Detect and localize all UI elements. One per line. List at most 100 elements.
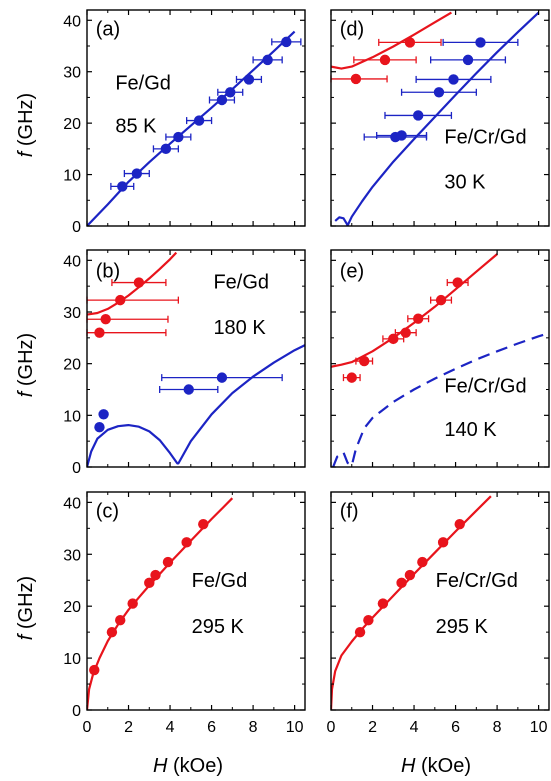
data-point-blue <box>193 115 205 126</box>
data-point-red <box>437 537 449 548</box>
data-point-blue <box>243 74 255 85</box>
data-point-red <box>435 294 447 306</box>
y-tick-label: 40 <box>63 253 81 270</box>
data-point-blue <box>462 54 474 66</box>
data-point-red <box>400 327 411 338</box>
data-point-red <box>354 626 366 638</box>
data-point-blue <box>160 143 172 155</box>
axes-frame <box>86 249 306 468</box>
data-point-red <box>417 556 428 568</box>
y-tick-label: 10 <box>63 168 81 185</box>
x-axis-title-right: H (kOe) <box>401 755 471 777</box>
temperature-label: 30 K <box>444 172 486 194</box>
data-point-red <box>452 277 463 288</box>
fit-curve-blue <box>334 11 540 226</box>
axes-frame <box>330 9 550 227</box>
panel-c: 0 2 4 6 8 10 0 10 20 30 40 (c) Fe/Gd 295 K <box>63 491 306 736</box>
temperature-label: 180 K <box>213 317 266 339</box>
data-point-blue <box>448 74 459 85</box>
data-point-red <box>106 626 118 638</box>
data-point-blue <box>281 36 292 48</box>
sample-label: Fe/Cr/Gd <box>444 376 526 398</box>
panel-label: (e) <box>340 261 364 283</box>
data-point-blue <box>94 422 105 433</box>
panel-label: (b) <box>96 261 120 283</box>
y-tick-label: 20 <box>63 116 81 133</box>
y-axis-title-bottom: f (GHz) <box>15 576 37 640</box>
data-point-red <box>100 314 111 325</box>
sample-label: Fe/Cr/Gd <box>444 126 526 148</box>
panel-e: (e) Fe/Cr/Gd 140 K <box>330 249 550 468</box>
y-tick-label: 0 <box>72 703 81 720</box>
axes-frame <box>330 249 550 468</box>
data-point-red <box>359 355 370 367</box>
data-point-red <box>396 577 407 589</box>
data-point-blue <box>262 54 273 66</box>
y-tick-label: 20 <box>63 357 81 374</box>
fit-curve-red <box>331 495 492 710</box>
panel-label: (a) <box>96 18 120 40</box>
data-point-red <box>144 577 155 589</box>
x-tick-label: 10 <box>530 719 548 736</box>
data-point-blue <box>475 37 486 48</box>
y-tick-label: 0 <box>72 460 81 477</box>
temperature-label: 140 K <box>444 419 497 441</box>
fit-curve-blue <box>87 344 305 467</box>
data-point-blue <box>216 372 228 383</box>
data-point-blue <box>173 131 184 143</box>
x-tick-label: 6 <box>207 719 216 736</box>
panel-label: (c) <box>96 500 119 522</box>
data-point-red <box>127 598 138 609</box>
data-point-blue <box>131 168 143 179</box>
data-point-red <box>404 37 416 48</box>
y-axis-title-middle: f (GHz) <box>15 333 37 397</box>
y-axis-title-top: f (GHz) <box>15 93 37 157</box>
data-point-red <box>404 569 416 581</box>
data-point-blue <box>183 384 194 395</box>
sample-label: Fe/Cr/Gd <box>436 570 518 592</box>
data-point-blue <box>413 110 424 121</box>
x-tick-label: 0 <box>83 719 92 736</box>
fit-curve-red <box>87 251 178 316</box>
panel-label: (f) <box>340 500 359 522</box>
x-tick-label: 8 <box>493 719 502 736</box>
data-point-blue <box>117 181 128 192</box>
data-point-red <box>198 518 209 530</box>
temperature-label: 295 K <box>436 616 489 638</box>
data-point-blue <box>216 94 228 106</box>
panel-label: (d) <box>340 18 364 40</box>
panel-f: 0 2 4 6 8 10 (f) Fe/Cr/Gd 295 K <box>327 491 550 736</box>
data-point-red <box>413 313 424 324</box>
y-tick-label: 20 <box>63 599 81 616</box>
data-point-blue <box>433 87 445 98</box>
x-tick-label: 6 <box>451 719 460 736</box>
panel-d: (d) Fe/Cr/Gd 30 K <box>330 9 550 227</box>
data-point-blue <box>98 409 109 420</box>
data-point-red <box>350 73 362 85</box>
data-point-blue <box>225 87 236 98</box>
axes-frame <box>330 491 550 711</box>
x-tick-label: 10 <box>286 719 304 736</box>
temperature-label: 85 K <box>115 115 157 137</box>
data-point-red <box>454 518 465 530</box>
x-tick-label: 8 <box>249 719 258 736</box>
data-point-red <box>346 372 357 383</box>
panel-a: 0 10 20 30 40 (a) Fe/Gd 85 K <box>63 9 306 236</box>
data-point-red <box>162 556 174 568</box>
data-point-red <box>181 537 192 548</box>
data-point-red <box>379 54 391 66</box>
axes-frame <box>86 491 306 711</box>
x-tick-label: 0 <box>327 719 336 736</box>
axes-frame <box>86 9 306 227</box>
fit-curve-red <box>331 11 452 70</box>
y-tick-label: 40 <box>63 495 81 512</box>
data-point-red <box>94 327 105 338</box>
sample-label: Fe/Gd <box>115 72 171 94</box>
data-point-red <box>150 569 161 581</box>
temperature-label: 295 K <box>192 616 245 638</box>
y-tick-label: 10 <box>63 408 81 425</box>
x-tick-label: 4 <box>166 719 175 736</box>
y-tick-label: 10 <box>63 651 81 668</box>
